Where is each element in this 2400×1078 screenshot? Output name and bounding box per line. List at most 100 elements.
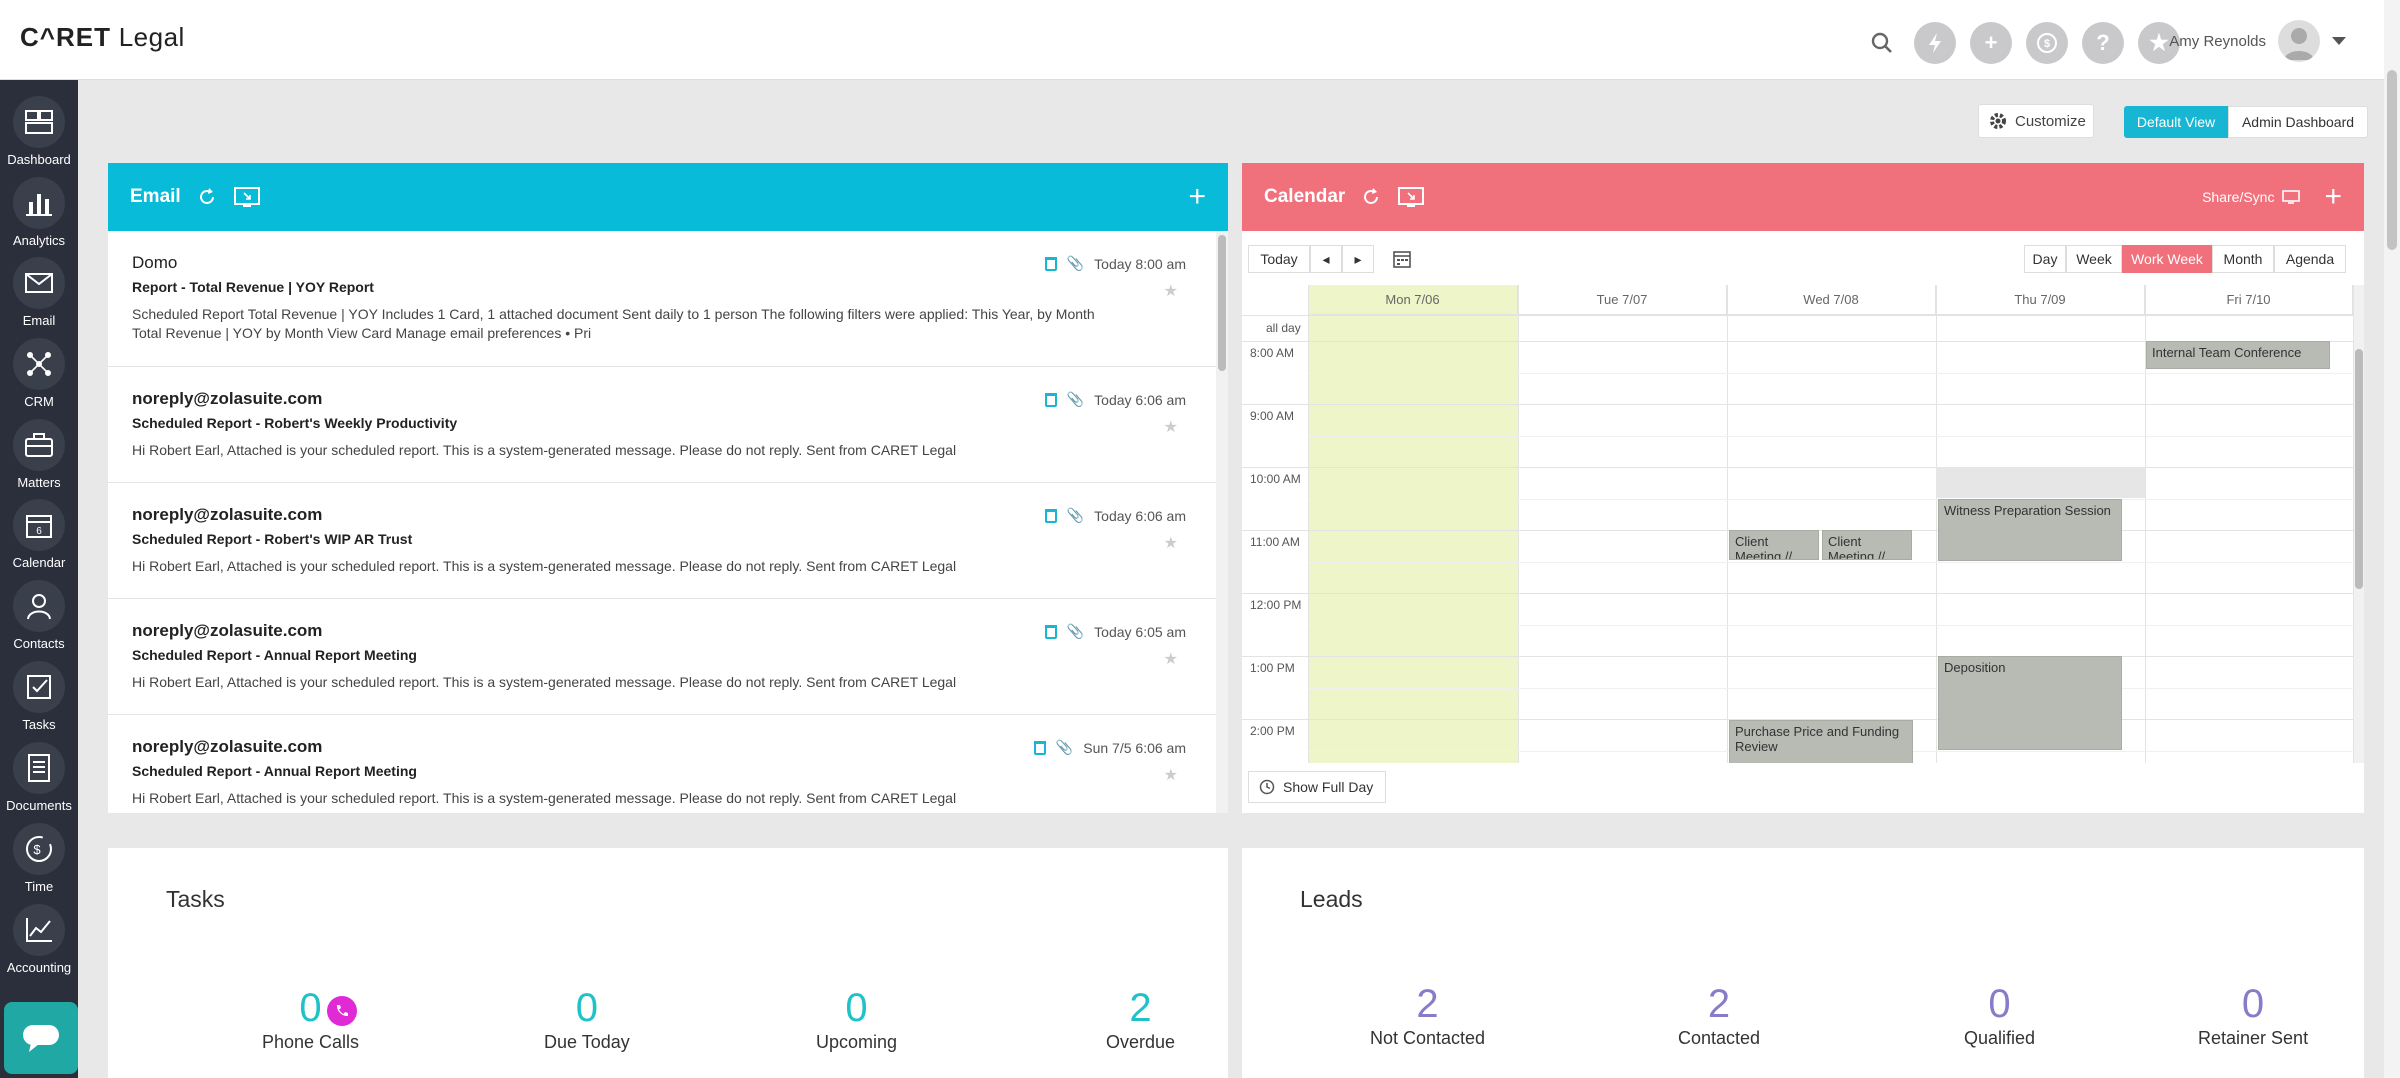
prev-button[interactable]: ◂	[1310, 245, 1342, 273]
not-contacted-stat[interactable]: 2 Not Contacted	[1370, 982, 1486, 1048]
expand-icon[interactable]	[1397, 186, 1425, 208]
sidebar-item-analytics[interactable]: Analytics	[0, 173, 78, 253]
share-sync-button[interactable]: Share/Sync	[2202, 189, 2301, 205]
chevron-left-icon: ◂	[1322, 250, 1330, 267]
time-label: 1:00 PM	[1250, 661, 1295, 675]
calendar-event[interactable]: Witness Preparation Session	[1938, 499, 2122, 561]
calendar-toolbar: Today ◂ ▸ Day Week Work Week Month Agend…	[1242, 231, 2364, 283]
day-header[interactable]: Thu 7/09	[1936, 285, 2145, 315]
app-logo[interactable]: C^RET Legal	[20, 22, 185, 52]
avatar[interactable]	[2278, 20, 2320, 62]
qualified-stat[interactable]: 0 Qualified	[1964, 982, 2036, 1048]
list-item[interactable]: Domo Report - Total Revenue | YOY Report…	[108, 231, 1216, 367]
sidebar-item-time[interactable]: $ Time	[0, 819, 78, 899]
add-email-button[interactable]: +	[1188, 180, 1206, 213]
sidebar-item-accounting[interactable]: Accounting	[0, 900, 78, 980]
refresh-icon[interactable]	[197, 187, 217, 207]
calendar-event[interactable]: Deposition	[1938, 656, 2122, 750]
sidebar-item-dashboard[interactable]: Dashboard	[0, 92, 78, 172]
view-month[interactable]: Month	[2212, 245, 2274, 273]
sidebar-item-tasks[interactable]: Tasks	[0, 657, 78, 737]
calendar-event[interactable]: Client Meeting //	[1729, 530, 1819, 560]
view-day[interactable]: Day	[2024, 245, 2066, 273]
due-today-stat[interactable]: 0 Due Today	[544, 986, 630, 1052]
calendar-event[interactable]: Client Meeting //	[1822, 530, 1912, 560]
email-panel: Email + Domo Report - Total Revenue | YO…	[108, 163, 1228, 813]
matters-icon	[13, 419, 65, 471]
contacted-stat[interactable]: 2 Contacted	[1678, 982, 1761, 1048]
paperclip-icon: 📎	[1066, 507, 1085, 523]
day-header[interactable]: Tue 7/07	[1518, 285, 1727, 315]
day-header[interactable]: Mon 7/06	[1308, 285, 1518, 315]
sidebar-item-crm[interactable]: CRM	[0, 334, 78, 414]
add-icon[interactable]: +	[1970, 22, 2012, 64]
time-entry-icon[interactable]: $	[2026, 22, 2068, 64]
top-bar: C^RET Legal + $ ? ★ Amy Reynolds	[0, 0, 2400, 80]
date-picker-icon[interactable]	[1392, 249, 1412, 274]
star-icon[interactable]: ★	[1163, 535, 1178, 552]
star-icon[interactable]: ★	[1163, 419, 1178, 436]
list-item[interactable]: noreply@zolasuite.com Scheduled Report -…	[108, 715, 1216, 813]
star-icon[interactable]: ★	[1163, 767, 1178, 784]
trash-icon[interactable]	[1033, 740, 1046, 755]
search-icon[interactable]	[1864, 25, 1900, 61]
trash-icon[interactable]	[1044, 508, 1057, 523]
star-icon[interactable]: ★	[1163, 651, 1178, 668]
customize-button[interactable]: Customize	[1978, 104, 2094, 138]
lightning-icon[interactable]	[1914, 22, 1956, 64]
list-item[interactable]: noreply@zolasuite.com Scheduled Report -…	[108, 599, 1216, 715]
user-menu[interactable]: Amy Reynolds	[2169, 20, 2346, 62]
today-column	[1308, 285, 1518, 763]
list-item[interactable]: noreply@zolasuite.com Scheduled Report -…	[108, 483, 1216, 599]
show-full-day-button[interactable]: Show Full Day	[1248, 771, 1386, 803]
sidebar-item-contacts[interactable]: Contacts	[0, 576, 78, 656]
upcoming-stat[interactable]: 0 Upcoming	[816, 986, 898, 1052]
view-work-week[interactable]: Work Week	[2122, 245, 2212, 273]
view-week[interactable]: Week	[2066, 245, 2122, 273]
top-actions: + $ ? ★	[1864, 22, 2180, 64]
tasks-title: Tasks	[166, 886, 225, 912]
time-label: 12:00 PM	[1250, 598, 1302, 612]
accounting-icon	[13, 904, 65, 956]
user-name[interactable]: Amy Reynolds	[2169, 32, 2266, 50]
today-button[interactable]: Today	[1248, 245, 1310, 273]
calendar-scrollbar[interactable]	[2354, 285, 2364, 763]
day-header[interactable]: Wed 7/08	[1727, 285, 1936, 315]
trash-icon[interactable]	[1044, 392, 1057, 407]
sidebar-item-documents[interactable]: Documents	[0, 738, 78, 818]
sync-icon	[2282, 190, 2301, 204]
email-scrollbar[interactable]	[1216, 231, 1228, 813]
list-item[interactable]: noreply@zolasuite.com Scheduled Report -…	[108, 367, 1216, 483]
chat-icon	[23, 1025, 59, 1052]
paperclip-icon: 📎	[1066, 623, 1085, 639]
view-agenda[interactable]: Agenda	[2274, 245, 2346, 273]
add-event-button[interactable]: +	[2324, 180, 2342, 213]
overdue-stat[interactable]: 2 Overdue	[1106, 986, 1176, 1052]
default-view-button[interactable]: Default View	[2124, 106, 2228, 138]
chat-button[interactable]	[4, 1002, 78, 1074]
admin-dashboard-button[interactable]: Admin Dashboard	[2228, 106, 2368, 138]
sidebar-item-calendar[interactable]: 6 Calendar	[0, 495, 78, 575]
phone-calls-stat[interactable]: 0 Phone Calls	[262, 986, 360, 1052]
retainer-sent-stat[interactable]: 0 Retainer Sent	[2198, 982, 2309, 1048]
day-header[interactable]: Fri 7/10	[2145, 285, 2353, 315]
star-icon[interactable]: ★	[1163, 283, 1178, 300]
favorites-icon[interactable]: ★	[2138, 22, 2180, 64]
analytics-icon	[13, 177, 65, 229]
next-button[interactable]: ▸	[1342, 245, 1374, 273]
page-scrollbar[interactable]	[2384, 0, 2400, 1078]
tasks-panel: Tasks 0 Phone Calls 0 Due Today 0 Upcomi…	[108, 848, 1228, 1078]
expand-icon[interactable]	[233, 186, 261, 208]
chevron-right-icon: ▸	[1354, 250, 1362, 267]
svg-text:6: 6	[36, 526, 42, 537]
refresh-icon[interactable]	[1361, 187, 1381, 207]
trash-icon[interactable]	[1044, 256, 1057, 271]
help-icon[interactable]: ?	[2082, 22, 2124, 64]
trash-icon[interactable]	[1044, 624, 1057, 639]
gear-icon	[1990, 113, 2006, 129]
sidebar-item-email[interactable]: Email	[0, 253, 78, 333]
chevron-down-icon[interactable]	[2332, 37, 2346, 45]
calendar-event[interactable]: Internal Team Conference	[2146, 341, 2330, 369]
sidebar-item-matters[interactable]: Matters	[0, 415, 78, 495]
calendar-event[interactable]: Purchase Price and Funding Review	[1729, 720, 1913, 763]
